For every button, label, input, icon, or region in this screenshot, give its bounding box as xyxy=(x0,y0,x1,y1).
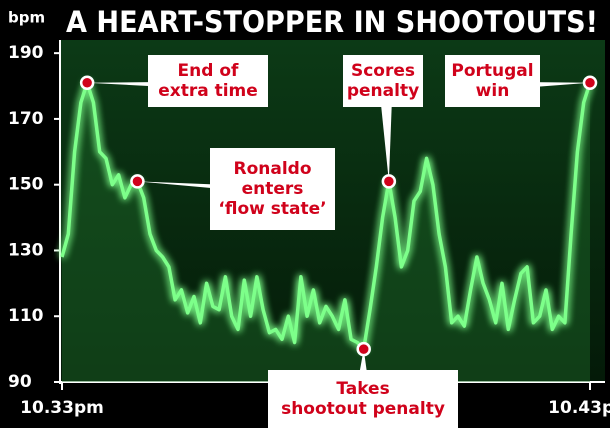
y-axis-label: bpm xyxy=(8,9,45,27)
y-tick-label: 170 xyxy=(8,109,44,129)
callout-box xyxy=(343,55,423,107)
callout-box xyxy=(268,370,458,428)
marker xyxy=(381,174,397,189)
marker xyxy=(130,174,145,189)
marker xyxy=(356,341,371,357)
annotation: penalty xyxy=(347,81,419,101)
marker xyxy=(79,75,95,90)
annotation: Portugal xyxy=(451,61,533,81)
annotation: Ronaldo xyxy=(233,159,311,179)
y-tick-label: 130 xyxy=(8,240,44,260)
y-tick-label: 150 xyxy=(8,175,44,195)
y-tick-label: 90 xyxy=(8,372,32,392)
annotation: Scores xyxy=(351,61,415,81)
y-tick-label: 110 xyxy=(8,306,44,326)
line xyxy=(60,81,592,351)
annotation: win xyxy=(476,81,510,101)
callout-box xyxy=(445,55,540,107)
area xyxy=(62,82,590,383)
x-tick-label: 10.33pm xyxy=(20,398,104,418)
annotation: ‘flow state’ xyxy=(218,199,326,219)
callout-pointer xyxy=(379,94,392,182)
callout-box xyxy=(210,148,335,230)
annotation: enters xyxy=(242,179,304,199)
annotation: Takes xyxy=(336,379,389,399)
x-tick-label: 10.43pm xyxy=(548,398,610,418)
annotation: shootout penalty xyxy=(281,399,445,419)
y-tick-label: 190 xyxy=(8,43,44,63)
callout-box xyxy=(148,55,268,107)
chart-title: A HEART-STOPPER IN SHOOTOUTS! xyxy=(66,5,598,39)
annotation: End of xyxy=(178,61,239,81)
annotation: extra time xyxy=(158,81,258,101)
marker xyxy=(582,75,598,90)
